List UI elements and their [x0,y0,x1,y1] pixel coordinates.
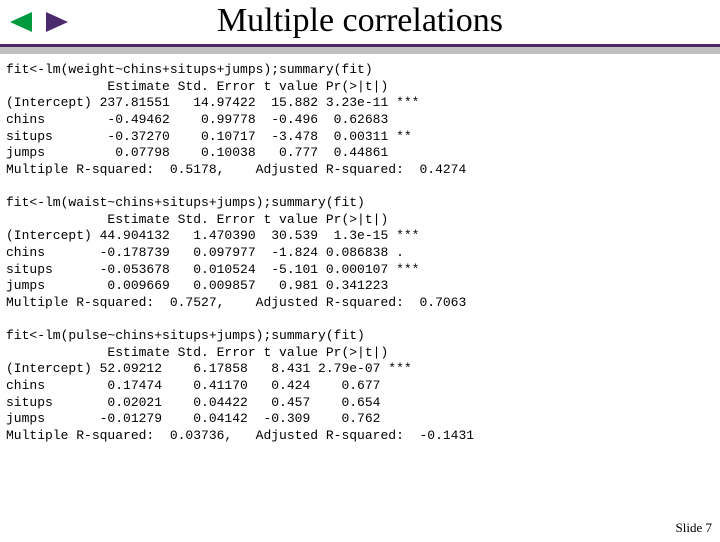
table-row: jumps 0.009669 0.009857 0.981 0.341223 [6,278,388,293]
table-row: chins -0.49462 0.99778 -0.496 0.62683 [6,112,388,127]
table-row: jumps 0.07798 0.10038 0.777 0.44861 [6,145,388,160]
table-row: situps -0.37270 0.10717 -3.478 0.00311 *… [6,129,412,144]
nav-next-button[interactable] [44,10,72,34]
title-underline [0,44,720,54]
table-row: situps 0.02021 0.04422 0.457 0.654 [6,395,380,410]
cmd-line: fit<-lm(waist~chins+situps+jumps);summar… [6,195,365,210]
table-row: chins 0.17474 0.41170 0.424 0.677 [6,378,380,393]
code-output: fit<-lm(weight~chins+situps+jumps);summa… [0,54,720,444]
cmd-line: fit<-lm(weight~chins+situps+jumps);summa… [6,62,373,77]
header-line: Estimate Std. Error t value Pr(>|t|) [6,212,388,227]
slide-number: Slide 7 [676,520,712,536]
r2-line: Multiple R-squared: 0.5178, Adjusted R-s… [6,162,466,177]
table-row: situps -0.053678 0.010524 -5.101 0.00010… [6,262,419,277]
triangle-right-icon [44,10,72,34]
header-line: Estimate Std. Error t value Pr(>|t|) [6,79,388,94]
table-row: (Intercept) 52.09212 6.17858 8.431 2.79e… [6,361,412,376]
table-row: (Intercept) 44.904132 1.470390 30.539 1.… [6,228,419,243]
table-row: (Intercept) 237.81551 14.97422 15.882 3.… [6,95,419,110]
nav-prev-button[interactable] [6,10,34,34]
r2-line: Multiple R-squared: 0.7527, Adjusted R-s… [6,295,466,310]
r2-line: Multiple R-squared: 0.03736, Adjusted R-… [6,428,474,443]
table-row: chins -0.178739 0.097977 -1.824 0.086838… [6,245,404,260]
page-title: Multiple correlations [0,2,720,40]
table-row: jumps -0.01279 0.04142 -0.309 0.762 [6,411,380,426]
triangle-left-icon [6,10,34,34]
cmd-line: fit<-lm(pulse~chins+situps+jumps);summar… [6,328,365,343]
header-line: Estimate Std. Error t value Pr(>|t|) [6,345,388,360]
